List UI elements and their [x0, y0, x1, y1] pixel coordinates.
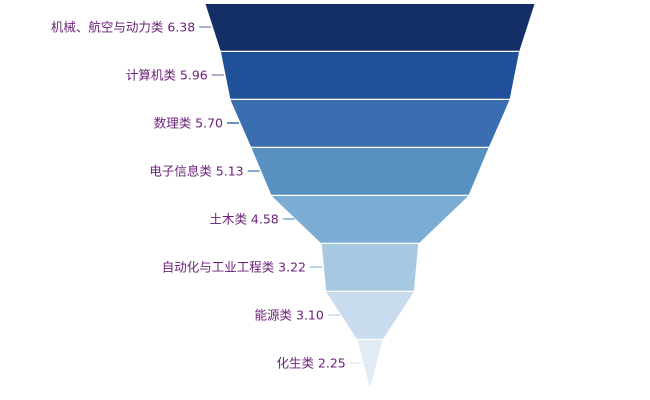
funnel-segment[interactable] — [220, 52, 520, 99]
funnel-segment[interactable] — [357, 340, 383, 387]
funnel-segment[interactable] — [230, 100, 510, 147]
funnel-segment[interactable] — [205, 4, 535, 51]
segment-label: 电子信息类 5.13 — [149, 164, 243, 179]
segment-label: 化生类 2.25 — [276, 356, 345, 371]
segment-label: 土木类 4.58 — [209, 212, 278, 227]
funnel-segment[interactable] — [271, 196, 469, 243]
funnel-segment[interactable] — [251, 148, 489, 195]
funnel-segment[interactable] — [326, 292, 414, 339]
segment-label: 机械、航空与动力类 6.38 — [51, 20, 195, 35]
segment-label: 能源类 3.10 — [255, 308, 324, 323]
segment-label: 计算机类 5.96 — [126, 68, 208, 83]
segment-label: 自动化与工业工程类 3.22 — [162, 260, 306, 275]
funnel-segment[interactable] — [321, 244, 419, 291]
segment-label: 数理类 5.70 — [154, 116, 223, 131]
